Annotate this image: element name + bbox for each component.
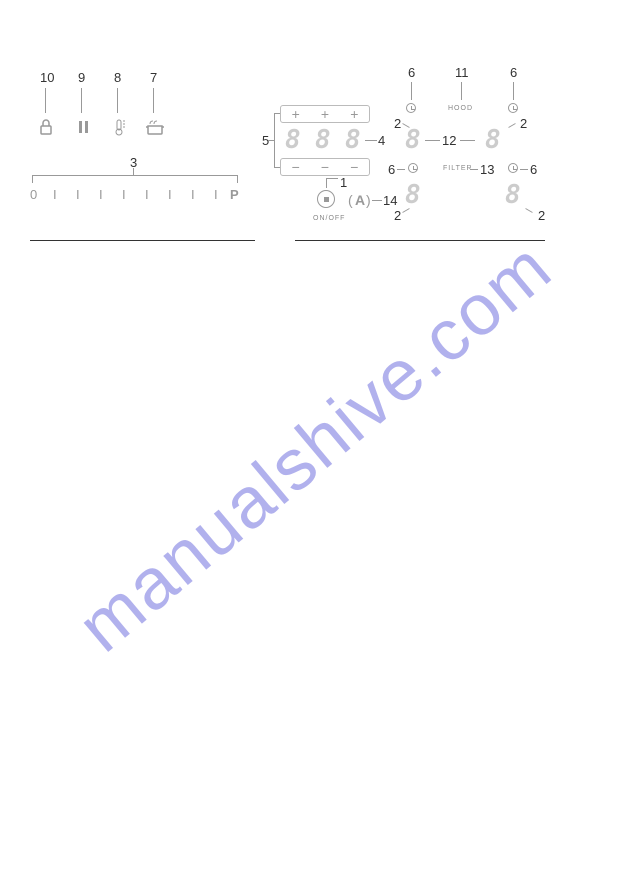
- callout-2b: 2: [520, 116, 527, 131]
- auto-indicator: A: [355, 192, 365, 208]
- callout-line: [397, 169, 405, 170]
- callout-9: 9: [78, 70, 85, 85]
- callout-line: [461, 82, 462, 100]
- timer-icon: [408, 163, 418, 173]
- divider-right: [295, 240, 545, 241]
- pot-icon: [144, 118, 164, 138]
- plus-icon: +: [321, 106, 329, 122]
- onoff-button: [317, 190, 335, 208]
- callout-line: [411, 82, 412, 100]
- callout-6a: 6: [408, 65, 415, 80]
- callout-line: [402, 208, 409, 213]
- callout-4: 4: [378, 133, 385, 148]
- callout-7: 7: [150, 70, 157, 85]
- callout-12: 12: [442, 133, 456, 148]
- slider-end: P: [230, 187, 239, 202]
- callout-line: [513, 82, 514, 100]
- slider-tick: I: [145, 187, 149, 202]
- callout-line: [425, 140, 440, 141]
- auto-paren-l: (: [348, 192, 353, 208]
- callout-1: 1: [340, 175, 347, 190]
- minus-icon: −: [350, 159, 358, 175]
- callout-line: [525, 208, 532, 213]
- seven-seg-digit: 8: [285, 125, 301, 155]
- minus-bar: − − −: [280, 158, 370, 176]
- seven-seg-digit: 8: [405, 180, 421, 210]
- callout-10: 10: [40, 70, 54, 85]
- callout-bracket: [237, 175, 238, 183]
- slider-tick: I: [99, 187, 103, 202]
- slider-tick: I: [122, 187, 126, 202]
- callout-line: [470, 169, 478, 170]
- timer-icon: [508, 163, 518, 173]
- seven-seg-digit: 8: [315, 125, 331, 155]
- thermometer-icon: [110, 118, 130, 138]
- seven-seg-digit: 8: [505, 180, 521, 210]
- hood-label: HOOD: [448, 105, 473, 112]
- callout-6c: 6: [388, 162, 395, 177]
- seven-seg-digit: 8: [345, 125, 361, 155]
- callout-line: [117, 88, 118, 113]
- callout-bracket: [32, 175, 33, 183]
- callout-bracket: [274, 113, 275, 167]
- seven-seg-digit: 8: [485, 125, 501, 155]
- onoff-label: ON/OFF: [313, 215, 345, 222]
- callout-6d: 6: [530, 162, 537, 177]
- callout-line: [508, 123, 515, 128]
- pause-icon: [74, 118, 94, 138]
- callout-6b: 6: [510, 65, 517, 80]
- slider-tick: I: [214, 187, 218, 202]
- callout-line: [460, 140, 475, 141]
- callout-2a: 2: [394, 116, 401, 131]
- slider-tick: I: [76, 187, 80, 202]
- callout-line: [365, 140, 377, 141]
- seven-seg-digit: 8: [405, 125, 421, 155]
- plus-icon: +: [292, 106, 300, 122]
- control-panel-diagram: 10 9 8 7 3 0 I I I I I I I I P + + +: [30, 70, 600, 300]
- minus-icon: −: [321, 159, 329, 175]
- callout-11: 11: [455, 65, 469, 80]
- callout-line: [153, 88, 154, 113]
- callout-bracket: [274, 167, 280, 168]
- slider-tick: I: [53, 187, 57, 202]
- callout-line: [326, 178, 327, 188]
- callout-line: [372, 200, 382, 201]
- callout-line: [45, 88, 46, 113]
- callout-bracket: [274, 113, 280, 114]
- callout-2d: 2: [538, 208, 545, 223]
- callout-line: [81, 88, 82, 113]
- callout-line: [326, 178, 338, 179]
- auto-paren-r: ): [366, 192, 371, 208]
- slider-tick: I: [168, 187, 172, 202]
- divider-left: [30, 240, 255, 241]
- callout-2c: 2: [394, 208, 401, 223]
- callout-8: 8: [114, 70, 121, 85]
- plus-icon: +: [350, 106, 358, 122]
- plus-bar: + + +: [280, 105, 370, 123]
- timer-icon: [406, 103, 416, 113]
- filter-label: FILTER: [443, 165, 473, 172]
- lock-icon: [37, 118, 57, 138]
- slider-start: 0: [30, 187, 37, 202]
- callout-line: [133, 168, 134, 175]
- timer-icon: [508, 103, 518, 113]
- callout-bracket: [32, 175, 237, 176]
- callout-line: [520, 169, 528, 170]
- callout-14: 14: [383, 193, 397, 208]
- callout-line: [268, 140, 274, 141]
- callout-13: 13: [480, 162, 494, 177]
- slider-tick: I: [191, 187, 195, 202]
- minus-icon: −: [292, 159, 300, 175]
